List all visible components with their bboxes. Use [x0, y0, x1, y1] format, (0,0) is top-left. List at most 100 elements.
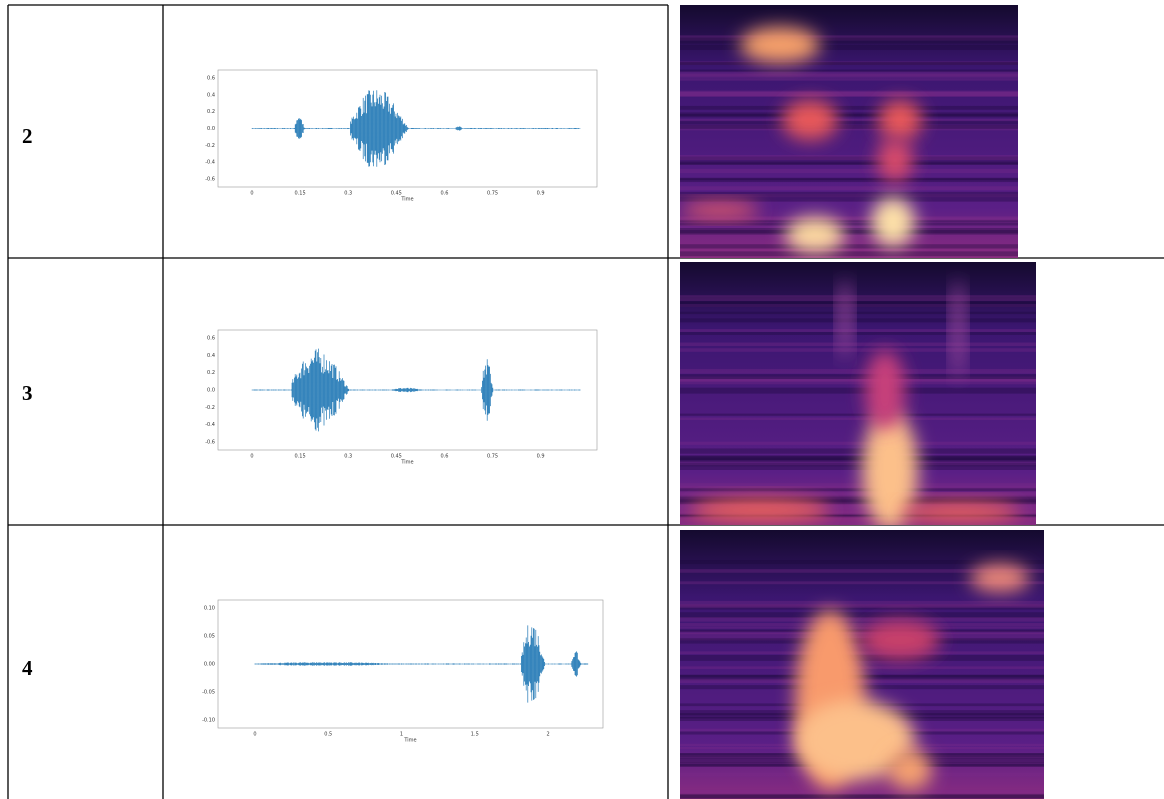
- streak: [680, 486, 1036, 489]
- streak: [680, 197, 1018, 202]
- x-tick-label: 0.45: [391, 454, 402, 460]
- energy: [785, 217, 845, 253]
- energy: [680, 202, 760, 218]
- y-tick-label: 0.10: [204, 606, 215, 612]
- streak: [680, 378, 1036, 382]
- streak: [680, 417, 1036, 421]
- y-tick-label: -0.6: [205, 440, 215, 446]
- streak: [680, 217, 1018, 224]
- streak: [680, 514, 1036, 518]
- streak: [680, 612, 1044, 619]
- x-tick-label: 0: [253, 732, 256, 738]
- x-tick-label: 0: [250, 454, 253, 460]
- streak: [680, 487, 1036, 492]
- streak: [680, 178, 1018, 183]
- x-tick-label: 0.75: [487, 191, 498, 197]
- y-tick-label: 0.05: [204, 634, 215, 640]
- streak: [680, 793, 1044, 799]
- streak: [680, 296, 1036, 300]
- streak: [680, 186, 1018, 191]
- energy: [690, 498, 830, 522]
- streak: [680, 455, 1036, 461]
- x-tick-label: 0.3: [344, 191, 352, 197]
- spectrogram: [680, 530, 1044, 799]
- streak: [680, 348, 1036, 352]
- streak: [680, 457, 1036, 463]
- streak: [680, 90, 1018, 96]
- streak: [680, 374, 1036, 380]
- y-tick-label: -0.4: [205, 160, 215, 166]
- spectrogram-bg: [680, 262, 1036, 525]
- streak: [680, 413, 1036, 416]
- streak: [680, 510, 1036, 515]
- y-tick-label: 0.2: [207, 370, 215, 376]
- streak: [680, 560, 1044, 565]
- energy: [839, 280, 851, 360]
- streak: [680, 244, 1018, 249]
- y-tick-label: 0.0: [207, 126, 215, 132]
- plot-frame: [217, 599, 604, 729]
- energy: [782, 100, 838, 140]
- streak: [680, 155, 1018, 161]
- x-tick-label: 0.6: [440, 191, 448, 197]
- streak: [680, 617, 1044, 622]
- streak: [680, 311, 1036, 315]
- streak: [680, 303, 1036, 308]
- x-tick-label: 0.5: [324, 732, 332, 738]
- streak: [680, 497, 1036, 503]
- streak: [680, 300, 1036, 304]
- streak: [680, 191, 1018, 197]
- streak: [680, 505, 1036, 511]
- streak: [680, 219, 1018, 222]
- y-tick-label: 0.0: [207, 388, 215, 394]
- energy: [740, 27, 820, 63]
- energy: [865, 350, 905, 430]
- streak: [680, 626, 1044, 629]
- energy: [871, 197, 915, 247]
- energy: [970, 564, 1030, 592]
- streak: [680, 441, 1036, 445]
- waveform-plot: 0.6 0.4 0.2 0.0 -0.2 -0.4 -0.6 0 0.15 0.3 0.45 0.6 0…: [205, 329, 598, 466]
- streak: [680, 216, 1018, 221]
- streak: [680, 329, 1036, 332]
- waveform-plot: 0.6 0.4 0.2 0.0 -0.2 -0.4 -0.6 0 0.15 0.3 0.45 0.6 0…: [205, 69, 598, 203]
- y-tick-label: 0.00: [204, 662, 215, 668]
- y-tick-label: -0.4: [205, 422, 215, 428]
- x-tick-label: 0.3: [344, 454, 352, 460]
- streak: [680, 62, 1018, 65]
- x-axis-label: Time: [403, 738, 416, 744]
- streak: [680, 499, 1036, 505]
- y-tick-label: -0.2: [205, 143, 215, 149]
- streak: [680, 492, 1036, 498]
- spectrogram: [680, 5, 1018, 258]
- streak: [680, 495, 1036, 499]
- streak: [680, 465, 1036, 470]
- plot-frame: [217, 329, 598, 451]
- streak: [680, 71, 1018, 77]
- energy: [888, 750, 932, 790]
- streak: [680, 378, 1036, 385]
- waveform-plot: 0.10 0.05 0.00 -0.05 -0.10 0 0.5 1 1.5 2 Time: [202, 599, 604, 744]
- streak: [680, 521, 1036, 525]
- y-tick-label: 0.4: [207, 92, 215, 98]
- x-tick-label: 2: [546, 732, 549, 738]
- streak: [680, 342, 1036, 346]
- waveform: [251, 90, 581, 167]
- streak: [680, 69, 1018, 72]
- plot-frame: [217, 69, 598, 188]
- x-axis-label: Time: [400, 460, 413, 466]
- streak: [680, 112, 1018, 117]
- streak: [680, 789, 1044, 795]
- streak: [680, 623, 1044, 627]
- streak: [680, 78, 1018, 81]
- streak: [680, 73, 1018, 79]
- streak: [680, 483, 1036, 490]
- energy: [952, 280, 964, 380]
- streak: [680, 455, 1036, 461]
- energy: [860, 620, 940, 660]
- streak: [680, 318, 1036, 323]
- streak: [680, 113, 1018, 118]
- streak: [680, 369, 1036, 374]
- streak: [680, 630, 1044, 635]
- streak: [680, 168, 1018, 174]
